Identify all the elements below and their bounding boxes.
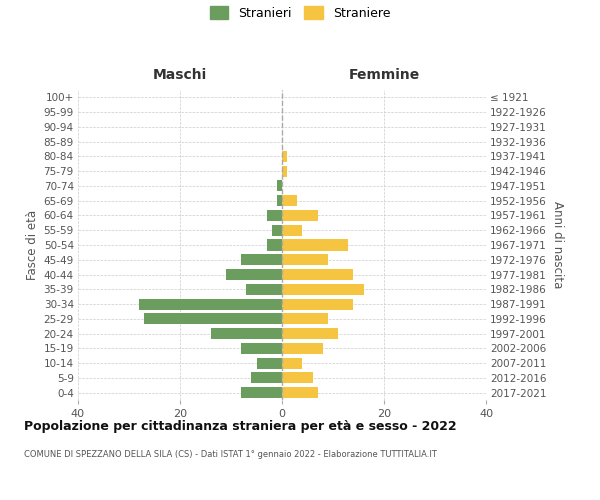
Bar (282, 224, 302, 236)
Bar (247, 284, 282, 295)
Bar (282, 151, 287, 162)
Bar (282, 195, 298, 206)
Bar (257, 358, 282, 368)
Bar (211, 328, 282, 339)
Text: COMUNE DI SPEZZANO DELLA SILA (CS) - Dati ISTAT 1° gennaio 2022 - Elaborazione T: COMUNE DI SPEZZANO DELLA SILA (CS) - Dat… (24, 450, 437, 459)
Bar (145, 314, 282, 324)
Bar (241, 343, 282, 354)
Bar (282, 166, 287, 176)
Bar (267, 210, 282, 221)
Text: Femmine: Femmine (349, 68, 419, 82)
Text: Maschi: Maschi (153, 68, 207, 82)
Bar (241, 254, 282, 266)
Bar (282, 284, 364, 295)
Bar (241, 387, 282, 398)
Bar (277, 195, 282, 206)
Bar (282, 343, 323, 354)
Bar (267, 240, 282, 250)
Bar (226, 269, 282, 280)
Bar (272, 224, 282, 236)
Bar (282, 372, 313, 384)
Bar (139, 298, 282, 310)
Bar (282, 269, 353, 280)
Bar (282, 314, 328, 324)
Y-axis label: Anni di nascita: Anni di nascita (551, 202, 563, 288)
Bar (282, 240, 349, 250)
Bar (282, 358, 302, 368)
Bar (282, 254, 328, 266)
Text: Popolazione per cittadinanza straniera per età e sesso - 2022: Popolazione per cittadinanza straniera p… (24, 420, 457, 433)
Bar (282, 210, 318, 221)
Bar (251, 372, 282, 384)
Bar (282, 328, 338, 339)
Bar (282, 298, 353, 310)
Bar (277, 180, 282, 192)
Bar (282, 387, 318, 398)
Y-axis label: Fasce di età: Fasce di età (26, 210, 40, 280)
Legend: Stranieri, Straniere: Stranieri, Straniere (209, 6, 391, 20)
